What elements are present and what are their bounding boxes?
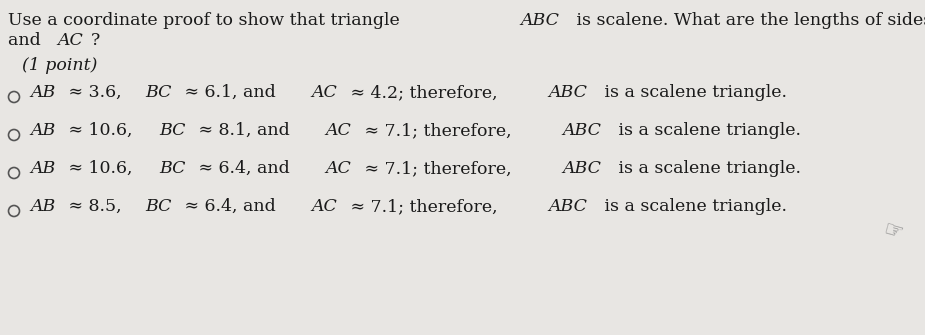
Text: BC: BC	[159, 160, 186, 177]
Text: Use a coordinate proof to show that triangle: Use a coordinate proof to show that tria…	[8, 12, 405, 29]
Text: and: and	[8, 32, 46, 49]
Text: AB: AB	[30, 84, 56, 101]
Text: ABC: ABC	[549, 84, 587, 101]
Text: ABC: ABC	[521, 12, 560, 29]
Text: ?: ?	[91, 32, 100, 49]
Text: ☞: ☞	[880, 219, 905, 244]
Text: (1 point): (1 point)	[22, 57, 97, 74]
Text: AB: AB	[30, 122, 56, 139]
Text: is a scalene triangle.: is a scalene triangle.	[612, 122, 801, 139]
Text: is scalene. What are the lengths of sides: is scalene. What are the lengths of side…	[571, 12, 925, 29]
Text: ABC: ABC	[562, 160, 601, 177]
Text: ≈ 3.6,: ≈ 3.6,	[63, 84, 127, 101]
Text: AC: AC	[326, 122, 352, 139]
Text: ≈ 6.4, and: ≈ 6.4, and	[179, 198, 281, 215]
Text: AC: AC	[326, 160, 352, 177]
Text: BC: BC	[145, 84, 172, 101]
Text: BC: BC	[145, 198, 172, 215]
Text: AC: AC	[57, 32, 83, 49]
Text: ≈ 6.4, and: ≈ 6.4, and	[193, 160, 296, 177]
Text: is a scalene triangle.: is a scalene triangle.	[598, 84, 786, 101]
Text: ABC: ABC	[562, 122, 601, 139]
Text: ≈ 7.1; therefore,: ≈ 7.1; therefore,	[359, 122, 517, 139]
Text: ≈ 8.1, and: ≈ 8.1, and	[193, 122, 296, 139]
Text: is a scalene triangle.: is a scalene triangle.	[612, 160, 801, 177]
Text: ≈ 10.6,: ≈ 10.6,	[63, 122, 138, 139]
Text: ABC: ABC	[549, 198, 587, 215]
Text: ≈ 4.2; therefore,: ≈ 4.2; therefore,	[344, 84, 502, 101]
Text: AB: AB	[30, 198, 56, 215]
Text: ≈ 7.1; therefore,: ≈ 7.1; therefore,	[344, 198, 502, 215]
Text: AC: AC	[312, 198, 337, 215]
Text: ≈ 8.5,: ≈ 8.5,	[63, 198, 127, 215]
Text: is a scalene triangle.: is a scalene triangle.	[598, 198, 786, 215]
Text: BC: BC	[159, 122, 186, 139]
Text: ≈ 7.1; therefore,: ≈ 7.1; therefore,	[359, 160, 517, 177]
Text: ≈ 6.1, and: ≈ 6.1, and	[179, 84, 281, 101]
Text: AB: AB	[30, 160, 56, 177]
Text: ≈ 10.6,: ≈ 10.6,	[63, 160, 138, 177]
Text: AC: AC	[312, 84, 337, 101]
